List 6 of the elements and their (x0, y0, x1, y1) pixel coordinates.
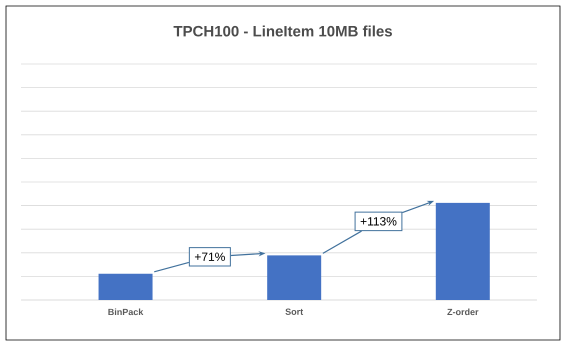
x-tick-label: Sort (285, 308, 304, 315)
annotation: +71% (194, 252, 225, 261)
x-tick-label: Z-order (447, 308, 478, 316)
x-tick-label: BinPack (108, 308, 144, 316)
annotation: +113% (360, 217, 396, 226)
chart-title: TPCH100 - LineItem 10MB files (174, 25, 392, 36)
